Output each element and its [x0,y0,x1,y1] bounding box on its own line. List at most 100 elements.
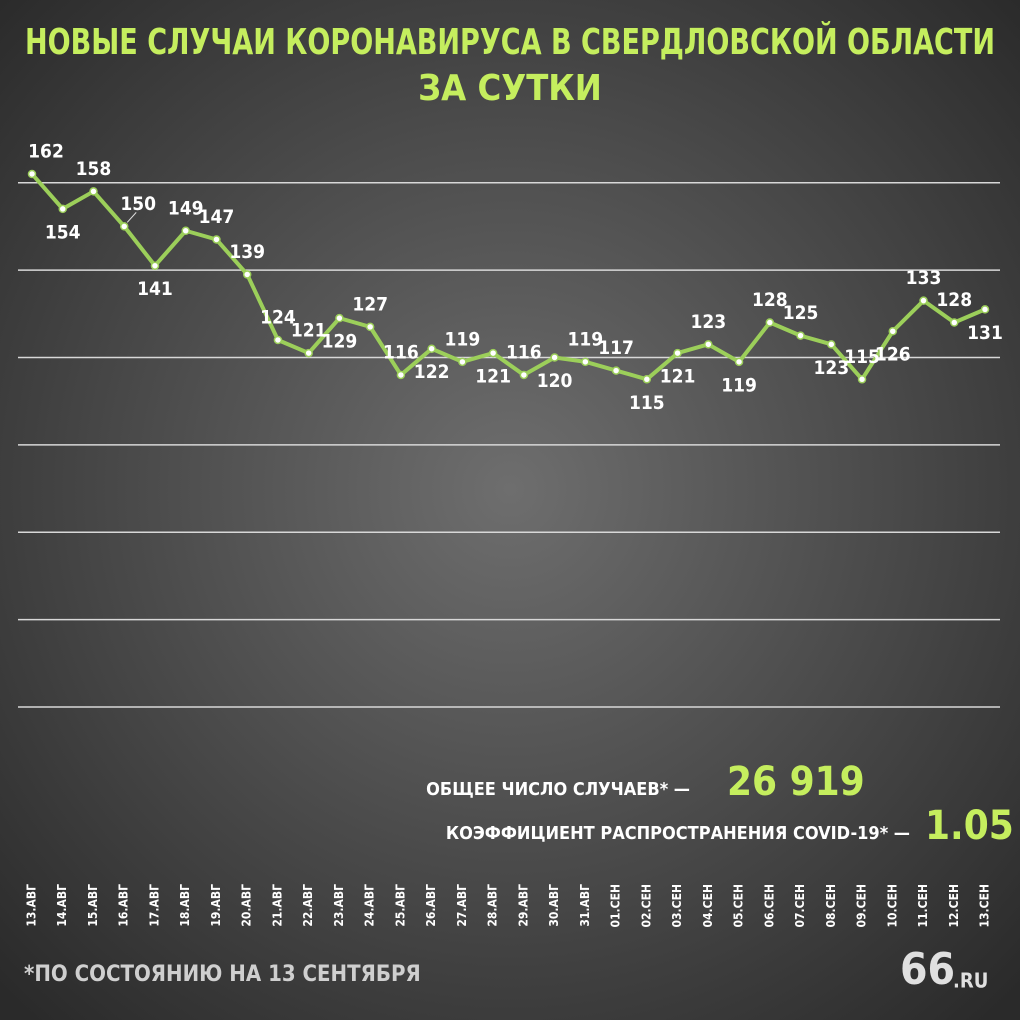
data-label: 133 [906,267,942,289]
data-label: 162 [28,140,64,162]
x-tick-label: 23.АВГ [332,884,346,927]
data-label: 149 [168,197,204,219]
data-label: 129 [322,331,358,353]
point [27,169,37,179]
x-tick-label: 30.АВГ [547,884,561,927]
x-tick-label: 13.СЕН [978,884,992,927]
stat-label: ОБЩЕЕ ЧИСЛО СЛУЧАЕВ* — [426,779,690,800]
x-tick-label: 13.АВГ [25,884,39,927]
x-tick-label: 29.АВГ [516,884,530,927]
chart-subtitle: ЗА СУТКИ [418,68,602,109]
point [611,366,621,375]
data-label: 115 [629,392,665,414]
point [919,296,928,305]
line [30,172,986,382]
point [581,357,590,367]
point [396,370,406,380]
point [212,235,221,244]
x-tick-label: 11.СЕН [916,884,930,927]
data-label: 116 [506,341,542,363]
stat-label: КОЭФФИЦИЕНТ РАСПРОСТРАНЕНИЯ COVID-19* — [446,823,910,844]
data-label: 131 [967,322,1003,344]
point [58,204,67,214]
data-label: 125 [783,302,819,324]
point [765,318,775,327]
leader-line [126,212,137,223]
point [365,322,375,332]
x-tick-label: 19.АВГ [209,884,223,927]
data-label: 120 [537,370,573,392]
point [150,261,160,270]
point [980,305,990,314]
data-label: 115 [844,346,880,368]
x-tick-label: 03.СЕН [670,884,684,927]
data-label: 126 [875,344,911,366]
x-tick-label: 04.СЕН [701,884,715,927]
x-tick-label: 24.АВГ [363,884,377,927]
data-label: 119 [721,374,757,396]
x-tick-label: 28.АВГ [486,884,500,927]
point [458,357,467,367]
point [888,326,898,336]
point [242,270,252,279]
data-label: 154 [45,221,81,243]
point [519,370,529,380]
data-label: 128 [936,289,972,311]
data-label: 124 [260,306,296,328]
footnote: *ПО СОСТОЯНИЮ НА 13 СЕНТЯБРЯ [24,962,421,987]
data-label: 121 [475,366,511,388]
point [488,348,498,358]
point [642,375,652,384]
logo-suffix: .RU [953,969,988,993]
point [673,348,682,358]
x-tick-label: 18.АВГ [178,884,192,927]
point [119,222,129,231]
data-label: 117 [598,337,634,359]
x-tick-label: 21.АВГ [270,884,284,927]
x-tick-label: 31.АВГ [578,884,592,927]
chart-title: НОВЫЕ СЛУЧАИ КОРОНАВИРУСА В СВЕРДЛОВСКОЙ… [25,21,995,63]
data-label: 123 [690,311,726,333]
x-tick-label: 15.АВГ [86,884,100,927]
data-label: 116 [383,341,419,363]
x-tick-label: 17.АВГ [147,884,161,927]
data-label: 121 [660,366,696,388]
point [89,187,98,196]
data-label: 127 [352,293,388,315]
data-label: 139 [229,241,265,263]
point [181,226,190,236]
point [734,357,744,367]
x-tick-label: 02.СЕН [639,884,653,927]
point [857,375,867,384]
point [950,318,959,327]
point [796,331,805,340]
x-tick-label: 06.СЕН [762,884,776,927]
x-tick-label: 12.СЕН [947,884,961,927]
stat-value: 1.05 [925,803,1014,849]
x-tick-label: 27.АВГ [455,884,469,927]
data-label: 121 [291,320,327,342]
x-tick-label: 25.АВГ [393,884,407,927]
x-tick-label: 14.АВГ [55,884,69,927]
x-tick-label: 05.СЕН [732,884,746,927]
data-label: 150 [120,193,156,215]
data-label: 122 [414,361,450,383]
x-tick-label: 10.СЕН [885,884,899,927]
x-tick-label: 22.АВГ [301,884,315,927]
x-tick-label: 09.СЕН [855,884,869,927]
data-label: 147 [199,206,235,228]
x-tick-label: 16.АВГ [117,884,131,927]
logo: 66 [900,944,955,995]
stat-value: 26 919 [727,759,865,805]
point [273,335,283,345]
data-label: 123 [813,357,849,379]
point [427,344,436,353]
x-tick-label: 20.АВГ [240,884,254,927]
data-label: 141 [137,278,173,300]
data-label: 119 [445,328,481,350]
data-label: 119 [568,328,604,350]
point [550,353,559,362]
data-label: 128 [752,289,788,311]
x-tick-label: 01.СЕН [609,884,623,927]
